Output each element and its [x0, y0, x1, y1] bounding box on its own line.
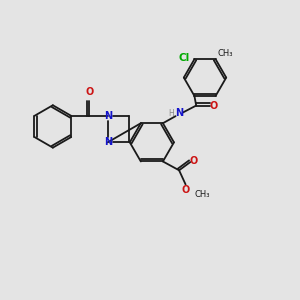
Text: N: N [103, 111, 112, 121]
Text: O: O [85, 87, 94, 97]
Text: H: H [168, 109, 174, 118]
Text: CH₃: CH₃ [194, 190, 210, 199]
Text: CH₃: CH₃ [217, 50, 232, 58]
Text: O: O [210, 100, 218, 111]
Text: N: N [175, 108, 183, 118]
Text: O: O [182, 185, 190, 195]
Text: N: N [103, 137, 112, 147]
Text: O: O [190, 156, 198, 166]
Text: Cl: Cl [179, 53, 190, 63]
